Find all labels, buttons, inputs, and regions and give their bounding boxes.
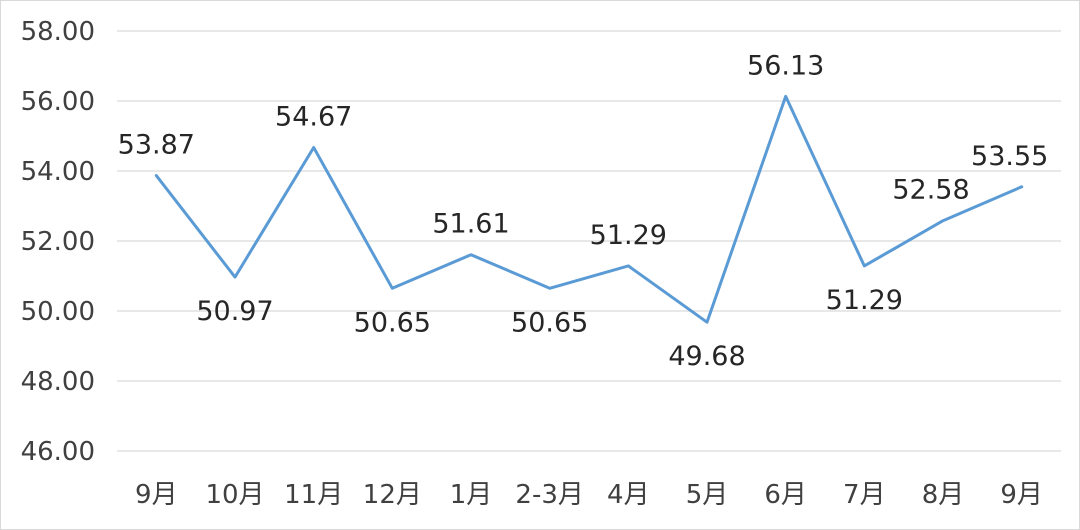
x-tick-label: 1月	[450, 480, 493, 510]
x-tick-label: 5月	[686, 480, 729, 510]
x-tick-label: 6月	[764, 480, 807, 510]
data-label: 52.58	[892, 175, 969, 206]
x-tick-label: 8月	[922, 480, 965, 510]
data-label: 56.13	[747, 50, 824, 81]
x-tick-label: 7月	[843, 480, 886, 510]
data-label: 54.67	[275, 102, 352, 133]
data-label: 53.55	[971, 141, 1048, 172]
x-tick-label: 9月	[135, 480, 178, 510]
series-line	[154, 94, 1024, 324]
y-tick-label: 54.00	[21, 157, 95, 187]
y-tick-label: 48.00	[21, 367, 95, 397]
y-tick-label: 56.00	[21, 87, 95, 117]
data-labels: 53.87 50.97 54.67 50.65 51.61 50.65 51.29 49.68…	[118, 50, 1049, 372]
data-label: 50.65	[354, 307, 431, 338]
data-label: 51.29	[826, 285, 903, 316]
data-label: 51.29	[590, 220, 667, 251]
gridlines	[117, 30, 1061, 452]
y-tick-label: 58.00	[21, 17, 95, 47]
series-lines	[154, 94, 1024, 324]
y-axis-tick-labels: 46.00 48.00 50.00 52.00 54.00 56.00 58.00	[21, 17, 95, 467]
data-label: 50.65	[511, 307, 588, 338]
x-tick-label: 4月	[607, 480, 650, 510]
data-label: 51.61	[432, 209, 509, 240]
x-tick-label: 11月	[284, 480, 343, 510]
x-tick-label: 10月	[205, 480, 264, 510]
x-axis-tick-labels: 9月 10月 11月 12月 1月 2-3月 4月 5月 6月 7月 8月 9月	[135, 480, 1043, 510]
y-tick-label: 50.00	[21, 297, 95, 327]
y-tick-label: 46.00	[21, 437, 95, 467]
data-label: 53.87	[118, 130, 195, 161]
x-tick-label: 2-3月	[515, 480, 583, 510]
data-label: 49.68	[668, 341, 745, 372]
x-tick-label: 12月	[363, 480, 422, 510]
y-tick-label: 52.00	[21, 227, 95, 257]
x-tick-label: 9月	[1000, 480, 1043, 510]
data-label: 50.97	[196, 296, 273, 327]
